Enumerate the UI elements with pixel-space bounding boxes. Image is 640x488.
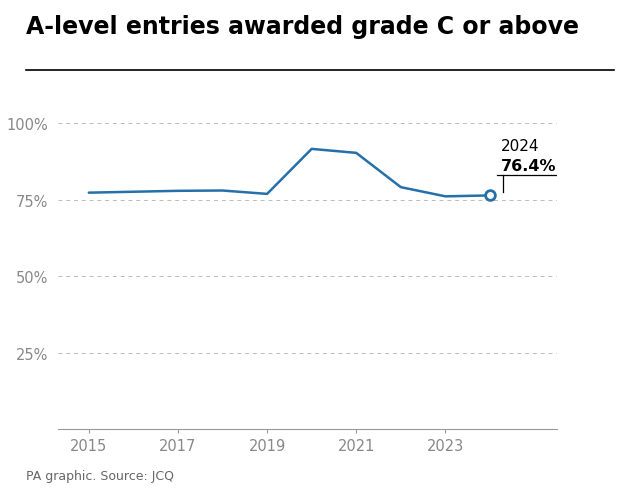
Text: 76.4%: 76.4% [501, 159, 557, 174]
Text: PA graphic. Source: JCQ: PA graphic. Source: JCQ [26, 468, 173, 482]
Text: A-level entries awarded grade C or above: A-level entries awarded grade C or above [26, 15, 579, 39]
Text: 2024: 2024 [501, 139, 540, 154]
